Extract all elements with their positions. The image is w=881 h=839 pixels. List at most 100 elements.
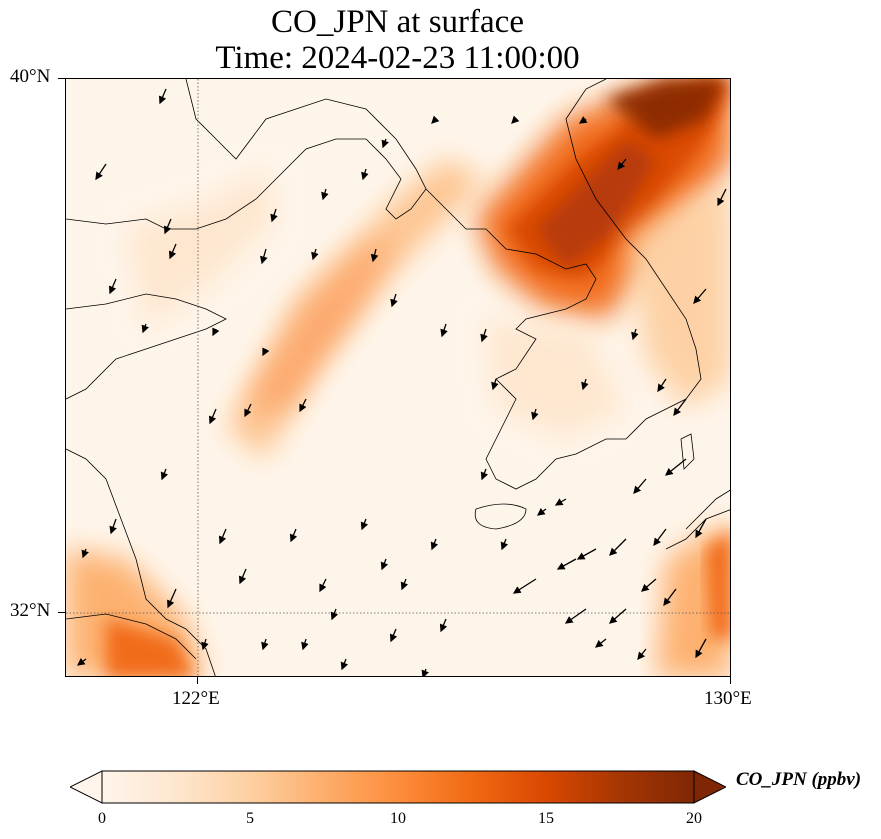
wind-vector-68 (261, 638, 269, 651)
title-line-1: CO_JPN at surface (271, 4, 524, 40)
wind-vector-57 (440, 323, 448, 338)
wind-vector-37 (609, 608, 627, 624)
wind-vector-18 (330, 608, 339, 621)
wind-vector-28 (576, 548, 597, 560)
colorbar-tick-0: 0 (98, 810, 106, 827)
wind-vector-4 (141, 323, 149, 334)
coastline-7 (665, 509, 730, 550)
wind-vector-16 (289, 528, 298, 543)
coastline-5 (565, 79, 702, 440)
wind-vector-38 (641, 578, 657, 592)
coastline-2 (66, 448, 216, 676)
wind-vector-52 (270, 208, 278, 223)
wind-vector-65 (81, 548, 89, 559)
wind-vector-67 (201, 638, 209, 651)
map-canvas[interactable] (66, 79, 731, 677)
wind-vector-63 (657, 378, 667, 393)
wind-vector-43 (693, 288, 707, 304)
wind-vector-12 (109, 518, 117, 535)
wind-vector-26 (536, 507, 547, 516)
map-title: CO_JPN at surface Time: 2024-02-23 11:00… (0, 4, 795, 76)
coastline-3 (66, 613, 197, 660)
wind-vector-7 (262, 347, 270, 357)
wind-vector-46 (578, 116, 588, 124)
wind-vector-41 (633, 478, 647, 494)
field-patch-9 (106, 619, 195, 676)
wind-vector-13 (167, 588, 177, 609)
wind-vector-55 (370, 248, 379, 263)
wind-vector-58 (480, 328, 488, 343)
colorbar-extend-low (68, 770, 103, 804)
lat-tick-40n (58, 78, 65, 79)
lon-label-130e: 130°E (704, 688, 752, 709)
field-patch-1 (246, 239, 396, 409)
wind-vector-3 (108, 278, 117, 295)
wind-vector-60 (531, 408, 539, 421)
coastline-4 (425, 188, 626, 490)
concentration-field (66, 79, 730, 676)
field-patch-6 (606, 79, 726, 139)
wind-vector-15 (238, 568, 247, 585)
lat-label-40n: 40°N (10, 66, 51, 87)
wind-vector-39 (695, 638, 707, 659)
wind-vector-35 (564, 608, 587, 624)
wind-vector-33 (695, 518, 707, 539)
colorbar-extend-high (693, 770, 728, 804)
wind-vector-42 (664, 458, 687, 476)
wind-vector-62 (631, 328, 639, 341)
wind-vector-72 (421, 668, 429, 676)
wind-vector-51 (321, 188, 329, 201)
wind-vector-14 (218, 528, 227, 545)
field-patch-7 (626, 189, 730, 409)
colorbar-gradient (101, 770, 695, 804)
wind-vector-22 (430, 538, 439, 551)
wind-vector-10 (299, 398, 307, 413)
wind-vector-1 (95, 163, 107, 181)
wind-vector-23 (439, 618, 448, 633)
wind-vector-27 (554, 498, 567, 506)
wind-vector-29 (512, 578, 537, 594)
colorbar-tick-20: 20 (686, 810, 702, 827)
lon-tick-130e (730, 677, 731, 684)
wind-vector-21 (400, 578, 409, 591)
wind-vector-56 (390, 293, 398, 308)
colorbar-tick-5: 5 (246, 810, 254, 827)
coastline-0 (66, 79, 427, 230)
wind-vector-9 (244, 403, 252, 418)
colorbar-tick-10: 10 (390, 810, 406, 827)
wind-vector-34 (663, 588, 677, 607)
wind-vector-71 (389, 628, 398, 643)
lat-tick-32n (58, 612, 65, 613)
wind-vector-69 (301, 638, 309, 651)
wind-vector-19 (360, 518, 369, 531)
wind-vector-11 (160, 468, 169, 481)
wind-vector-0 (158, 88, 167, 105)
field-patch-12 (486, 319, 626, 439)
field-patch-2 (126, 169, 276, 329)
wind-vector-48 (431, 115, 440, 124)
wind-vector-47 (511, 115, 520, 124)
wind-vector-25 (500, 538, 509, 551)
coastline-9 (680, 433, 695, 470)
field-patch-11 (706, 530, 730, 639)
wind-vector-17 (319, 578, 327, 593)
map-panel[interactable] (65, 78, 731, 677)
wind-vector-54 (311, 248, 319, 261)
colorbar (68, 770, 728, 804)
field-patch-5 (536, 139, 656, 269)
wind-vectors (76, 88, 727, 676)
wind-vector-31 (609, 538, 627, 556)
wind-vector-49 (381, 138, 389, 149)
wind-vector-53 (260, 248, 268, 265)
wind-vector-20 (380, 558, 389, 571)
wind-vector-24 (480, 468, 489, 481)
colorbar-label: CO_JPN (ppbv) (736, 769, 862, 790)
wind-vector-30 (556, 558, 577, 570)
wind-vector-36 (594, 638, 607, 648)
wind-vector-45 (617, 158, 627, 171)
colorbar-svg (68, 770, 728, 804)
wind-vector-59 (491, 378, 499, 391)
wind-vector-44 (717, 188, 727, 207)
coastline-6 (474, 503, 527, 530)
title-line-2: Time: 2024-02-23 11:00:00 (215, 40, 580, 76)
